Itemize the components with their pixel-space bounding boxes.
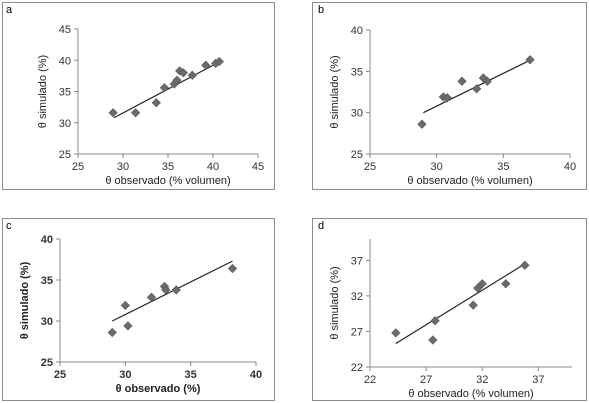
chart-b-x-tick-label: 35 [497,161,509,173]
chart-c-point [227,263,238,274]
panel-b: b 25 30 35 40 25 30 35 40 θ observado (% volumen… [312,2,587,190]
chart-d-point [477,279,487,289]
chart-b-y-tick-label: 40 [351,25,363,37]
chart-c-point [146,292,157,302]
chart-a-point [159,83,170,93]
chart-b-point [417,119,427,129]
chart-d-trend-line [395,263,526,345]
chart-b-y-tick-label: 35 [351,66,363,78]
chart-a-point [108,108,118,118]
chart-d-point [430,316,440,326]
chart-a-point [201,60,211,70]
chart-b-point [442,93,452,103]
panel-b-letter: b [318,4,325,16]
panel-a-letter: a [6,4,13,16]
chart-c-point [161,285,171,295]
chart-b-x-axis-label: θ observado (% volumen) [407,175,532,187]
chart-b-point [457,76,467,86]
chart-a-point [130,108,141,118]
panel-c-letter: c [6,220,12,232]
chart-d-x-tick-label: 27 [420,374,432,386]
chart-a-point [172,75,182,85]
chart-b-point [482,76,492,86]
chart-c-point [123,321,133,331]
chart-a-x-tick-label: 30 [117,161,129,173]
chart-a-x-tick-label: 25 [72,161,84,173]
chart-c-y-tick-label: 40 [41,234,53,246]
chart-b-x-tick-label: 30 [431,161,443,173]
chart-d-point [468,300,478,310]
chart-c-x-tick-label: 25 [54,369,66,381]
chart-c-x-tick-label: 40 [250,369,262,381]
chart-d-x-tick-label: 22 [364,374,376,386]
chart-a-y-tick-label: 30 [59,118,71,130]
panel-d-letter: d [318,220,325,232]
chart-d-x-tick-label: 32 [476,374,488,386]
chart-c-point [120,300,130,311]
chart-b-point [525,55,535,65]
chart-a-y-axis-label: θ simulado (%) [37,55,49,128]
chart-a-point [187,70,197,80]
chart-b-y-tick-label: 30 [351,108,363,120]
chart-a-point [151,98,161,108]
chart-b-y-tick-label: 25 [351,149,363,161]
chart-c-x-axis-label: θ observado (%) [116,383,201,395]
chart-c-y-tick-label: 25 [41,357,53,369]
chart-a-x-tick-label: 45 [252,161,264,173]
chart-a: 25 30 35 40 45 25 30 35 40 45 θ observado (% volum… [37,24,264,187]
chart-d-point [428,335,438,345]
panel-a: a 25 30 35 40 45 25 30 35 40 45 θ observado (% vol… [2,2,275,190]
chart-d-y-tick-label: 32 [351,291,363,303]
chart-b-point [472,84,482,94]
chart-d-y-tick-label: 22 [351,362,363,374]
chart-d-point [501,279,511,289]
chart-d-y-tick-label: 37 [351,255,363,267]
chart-c-y-axis-label: θ simulado (%) [19,261,31,339]
panel-d: d 22 27 32 37 22 27 32 37 θ observado (% volumen… [312,218,587,401]
chart-c-trend-line [111,260,233,322]
chart-c: 25 30 35 40 25 30 35 40 θ observado (%) θ simulad… [19,234,262,395]
chart-a-x-tick-label: 35 [162,161,174,173]
chart-a-y-tick-label: 45 [59,24,71,36]
chart-d-point [520,260,530,270]
chart-d-x-axis-label: θ observado (% volumen) [408,388,533,400]
chart-d-y-axis-label: θ simulado (%) [329,266,341,339]
chart-a-point [178,68,188,78]
chart-d: 22 27 32 37 22 27 32 37 θ observado (% volumen) θ… [329,239,572,400]
chart-c-point [107,327,117,338]
chart-a-y-tick-label: 25 [59,149,71,161]
chart-a-x-tick-label: 40 [207,161,219,173]
chart-b-x-tick-label: 40 [564,161,576,173]
chart-b: 25 30 35 40 25 30 35 40 θ observado (% volumen) θ… [329,25,576,187]
chart-a-y-tick-label: 35 [59,87,71,99]
chart-a-point [214,56,224,67]
chart-b-y-axis-label: θ simulado (%) [329,55,341,128]
chart-c-point [171,285,181,295]
chart-c-x-tick-label: 35 [185,369,197,381]
chart-c-x-tick-label: 30 [119,369,131,381]
chart-d-point [391,328,401,338]
chart-b-x-tick-label: 25 [364,161,376,173]
chart-c-y-tick-label: 35 [41,275,53,287]
chart-c-y-tick-label: 30 [41,316,53,328]
chart-d-x-tick-label: 37 [532,374,544,386]
chart-a-x-axis-label: θ observado (% volumen) [105,175,230,187]
chart-a-y-tick-label: 40 [59,55,71,67]
panel-c: c 25 30 35 40 25 30 35 40 θ observado (%) θ simul… [2,218,275,401]
chart-d-y-tick-label: 27 [351,326,363,338]
